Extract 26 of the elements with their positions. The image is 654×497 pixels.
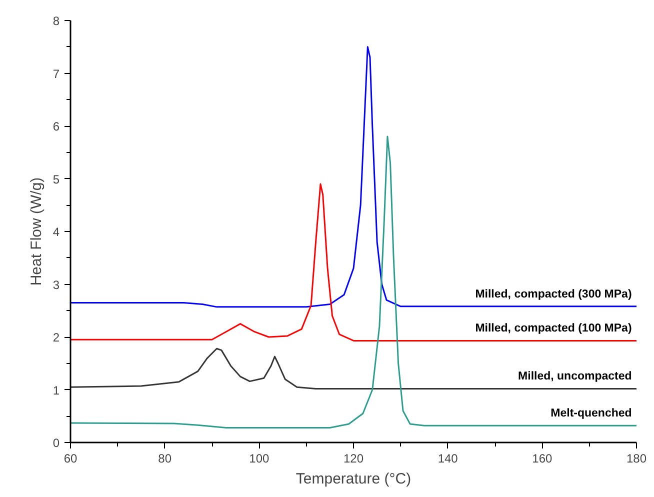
- x-axis-title: Temperature (°C): [296, 470, 412, 488]
- y-tick-label: 0: [52, 436, 60, 450]
- y-tick-label: 8: [52, 14, 60, 28]
- x-tick-label: 180: [626, 452, 647, 466]
- line-series: [70, 136, 636, 428]
- line-series: [70, 46, 636, 308]
- x-tick-label: 80: [158, 452, 172, 466]
- x-tick-label: 100: [249, 452, 270, 466]
- y-tick-label: 7: [52, 66, 60, 81]
- y-tick-label: 1: [52, 383, 60, 398]
- y-tick-label: 5: [52, 172, 60, 186]
- y-tick-label: 2: [52, 330, 60, 344]
- series-label: Milled, uncompacted: [518, 370, 632, 383]
- x-tick-label: 60: [64, 452, 78, 466]
- x-tick-label: 140: [438, 452, 458, 466]
- series-label: Milled, compacted (300 MPa): [475, 288, 632, 300]
- series-label: Melt-quenched: [550, 408, 632, 420]
- y-tick-label: 6: [52, 120, 60, 134]
- y-tick-label: 4: [52, 225, 60, 239]
- line-series: [70, 183, 636, 342]
- x-tick-label: 160: [532, 452, 553, 466]
- x-tick-label: 120: [343, 452, 364, 466]
- y-axis-title: Heat Flow (W/g): [28, 177, 45, 286]
- series-label: Milled, compacted (100 MPa): [475, 322, 632, 335]
- y-tick-label: 3: [52, 278, 60, 292]
- line-series: [70, 348, 636, 390]
